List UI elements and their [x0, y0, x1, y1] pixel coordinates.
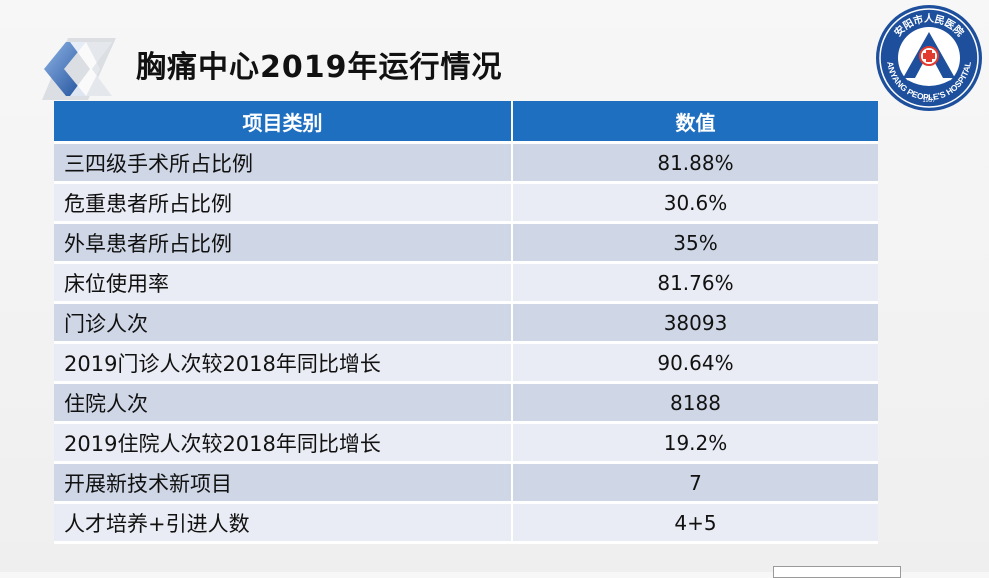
- row-value: 30.6%: [512, 182, 878, 224]
- operations-table: 项目类别 数值 三四级手术所占比例 81.88% 危重患者所占比例 30.6% …: [54, 101, 878, 544]
- row-value: 8188: [512, 382, 878, 424]
- row-value: 81.88%: [512, 142, 878, 184]
- header-category: 项目类别: [54, 101, 513, 144]
- row-label: 危重患者所占比例: [54, 182, 513, 224]
- table-row: 开展新技术新项目 7: [54, 462, 878, 504]
- row-value: 35%: [512, 222, 878, 264]
- table-row: 门诊人次 38093: [54, 302, 878, 344]
- row-label: 床位使用率: [54, 262, 513, 304]
- row-value: 7: [512, 462, 878, 504]
- row-value: 38093: [512, 302, 878, 344]
- bottom-edge-box: [773, 566, 901, 578]
- table-row: 危重患者所占比例 30.6%: [54, 182, 878, 224]
- row-value: 81.76%: [512, 262, 878, 304]
- row-label: 开展新技术新项目: [54, 462, 513, 504]
- table-row: 2019住院人次较2018年同比增长 19.2%: [54, 422, 878, 464]
- row-label: 2019住院人次较2018年同比增长: [54, 422, 513, 464]
- row-value: 19.2%: [512, 422, 878, 464]
- table-row: 外阜患者所占比例 35%: [54, 222, 878, 264]
- row-label: 门诊人次: [54, 302, 513, 344]
- row-label: 人才培养+引进人数: [54, 502, 513, 544]
- row-label: 住院人次: [54, 382, 513, 424]
- table-row: 2019门诊人次较2018年同比增长 90.64%: [54, 342, 878, 384]
- slide-title-diamond-icon: [42, 38, 116, 100]
- table-row: 床位使用率 81.76%: [54, 262, 878, 304]
- table-header-row: 项目类别 数值: [54, 101, 878, 144]
- table-row: 人才培养+引进人数 4+5: [54, 502, 878, 544]
- logo-year-text: 1937: [922, 98, 936, 104]
- row-value: 90.64%: [512, 342, 878, 384]
- table-row: 住院人次 8188: [54, 382, 878, 424]
- header-value: 数值: [512, 101, 878, 144]
- table-row: 三四级手术所占比例 81.88%: [54, 142, 878, 184]
- hospital-logo: 安阳市人民医院 ANYANG PEOPLE'S HOSPITAL 1937: [876, 5, 982, 111]
- row-label: 2019门诊人次较2018年同比增长: [54, 342, 513, 384]
- row-label: 三四级手术所占比例: [54, 142, 513, 184]
- row-label: 外阜患者所占比例: [54, 222, 513, 264]
- row-value: 4+5: [512, 502, 878, 544]
- page-title: 胸痛中心2019年运行情况: [136, 50, 503, 85]
